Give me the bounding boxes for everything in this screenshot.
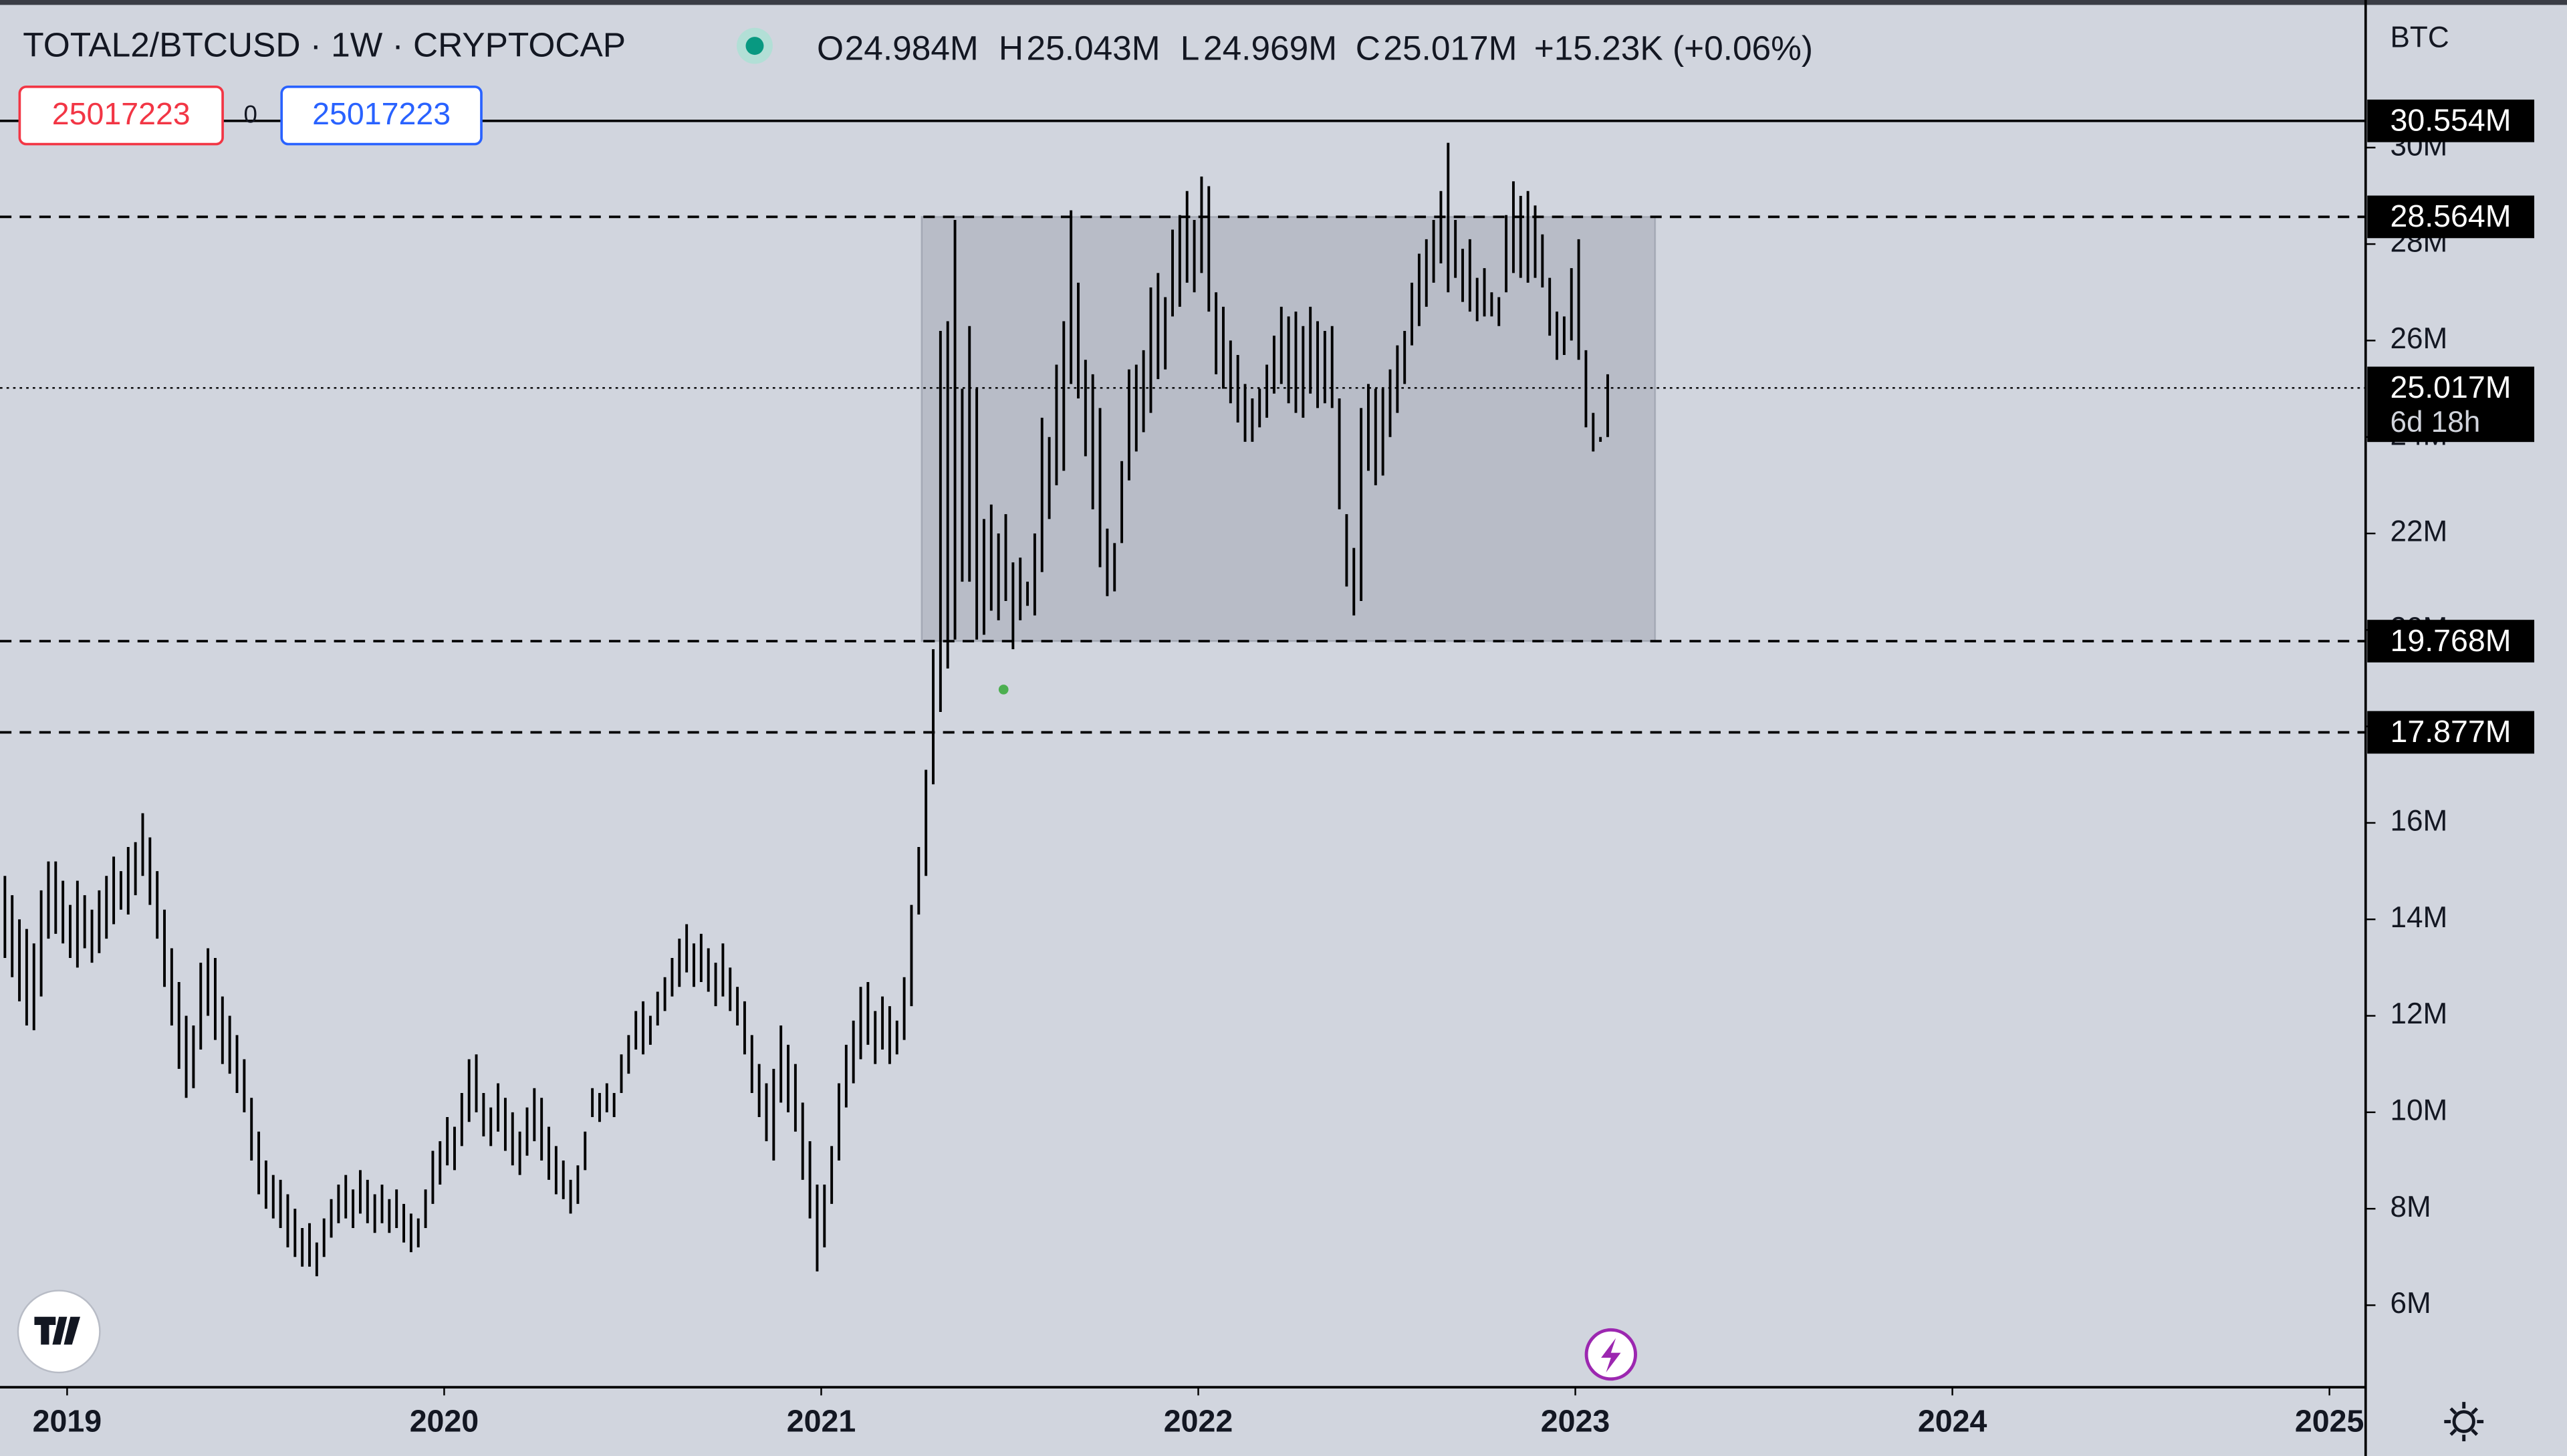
y-tick-label: 8M xyxy=(2391,1191,2431,1223)
level-label-box xyxy=(2367,99,2535,142)
range-zone xyxy=(921,216,1657,642)
buy-price[interactable]: 25017223 xyxy=(312,96,451,131)
x-tick-label: 2023 xyxy=(1541,1403,1610,1438)
logo[interactable] xyxy=(17,1290,101,1374)
y-tick-label: 22M xyxy=(2391,515,2448,548)
x-tick-label: 2019 xyxy=(33,1403,102,1438)
ohlc-h-value: 25.043M xyxy=(1027,29,1160,68)
x-tick-label: 2021 xyxy=(787,1403,856,1438)
currency: BTC xyxy=(2391,21,2449,53)
header: TOTAL2/BTCUSD · 1W · CRYPTOCAP O 24.984M… xyxy=(18,21,2449,146)
top-border xyxy=(0,0,2567,5)
x-tick-label: 2024 xyxy=(1918,1403,1987,1438)
plot-area xyxy=(0,119,2366,1277)
ohlc-c: C xyxy=(1356,29,1380,68)
x-axis: 2019 2020 2021 2022 2023 2024 2025 xyxy=(33,1387,2364,1438)
y-tick-label: 10M xyxy=(2391,1094,2448,1126)
ohlc-o: O xyxy=(817,29,844,68)
ohlc-h: H xyxy=(999,29,1023,68)
level-label: 30.554M xyxy=(2391,103,2512,138)
last-price-box xyxy=(2367,366,2535,443)
countdown: 6d 18h xyxy=(2391,406,2481,439)
last-price-label: 25.017M xyxy=(2391,370,2512,404)
signal-dot xyxy=(998,685,1009,695)
y-tick-label: 6M xyxy=(2391,1287,2431,1320)
y-tick-label: 16M xyxy=(2391,805,2448,838)
y-tick-label: 14M xyxy=(2391,901,2448,934)
ohlc-o-value: 24.984M xyxy=(845,29,979,68)
ohlc-c-value: 25.017M xyxy=(1383,29,1517,68)
change: +15.23K (+0.06%) xyxy=(1534,29,1813,68)
event-icon[interactable] xyxy=(1584,1328,1637,1381)
status-dot xyxy=(745,37,764,55)
level-label-box xyxy=(2367,711,2535,754)
spread: 0 xyxy=(243,101,257,128)
sell-button[interactable] xyxy=(18,86,224,146)
level-label: 28.564M xyxy=(2391,199,2512,233)
level-label-box xyxy=(2367,195,2535,239)
y-tick-label: 12M xyxy=(2391,997,2448,1030)
x-tick-label: 2025 xyxy=(2295,1403,2364,1438)
x-tick-label: 2020 xyxy=(410,1403,479,1438)
symbol: TOTAL2/BTCUSD · 1W · CRYPTOCAP xyxy=(23,25,626,64)
ohlc-l-value: 24.969M xyxy=(1203,29,1337,68)
level-label: 19.768M xyxy=(2391,623,2512,658)
level-label-box xyxy=(2367,620,2535,662)
ohlc-l: L xyxy=(1181,29,1200,68)
level-label: 17.877M xyxy=(2391,714,2512,749)
x-tick-label: 2022 xyxy=(1164,1403,1233,1438)
y-tick-label: 26M xyxy=(2391,322,2448,355)
settings-icon[interactable] xyxy=(2444,1402,2484,1441)
sell-price[interactable]: 25017223 xyxy=(52,96,191,131)
buy-button[interactable] xyxy=(280,86,483,146)
